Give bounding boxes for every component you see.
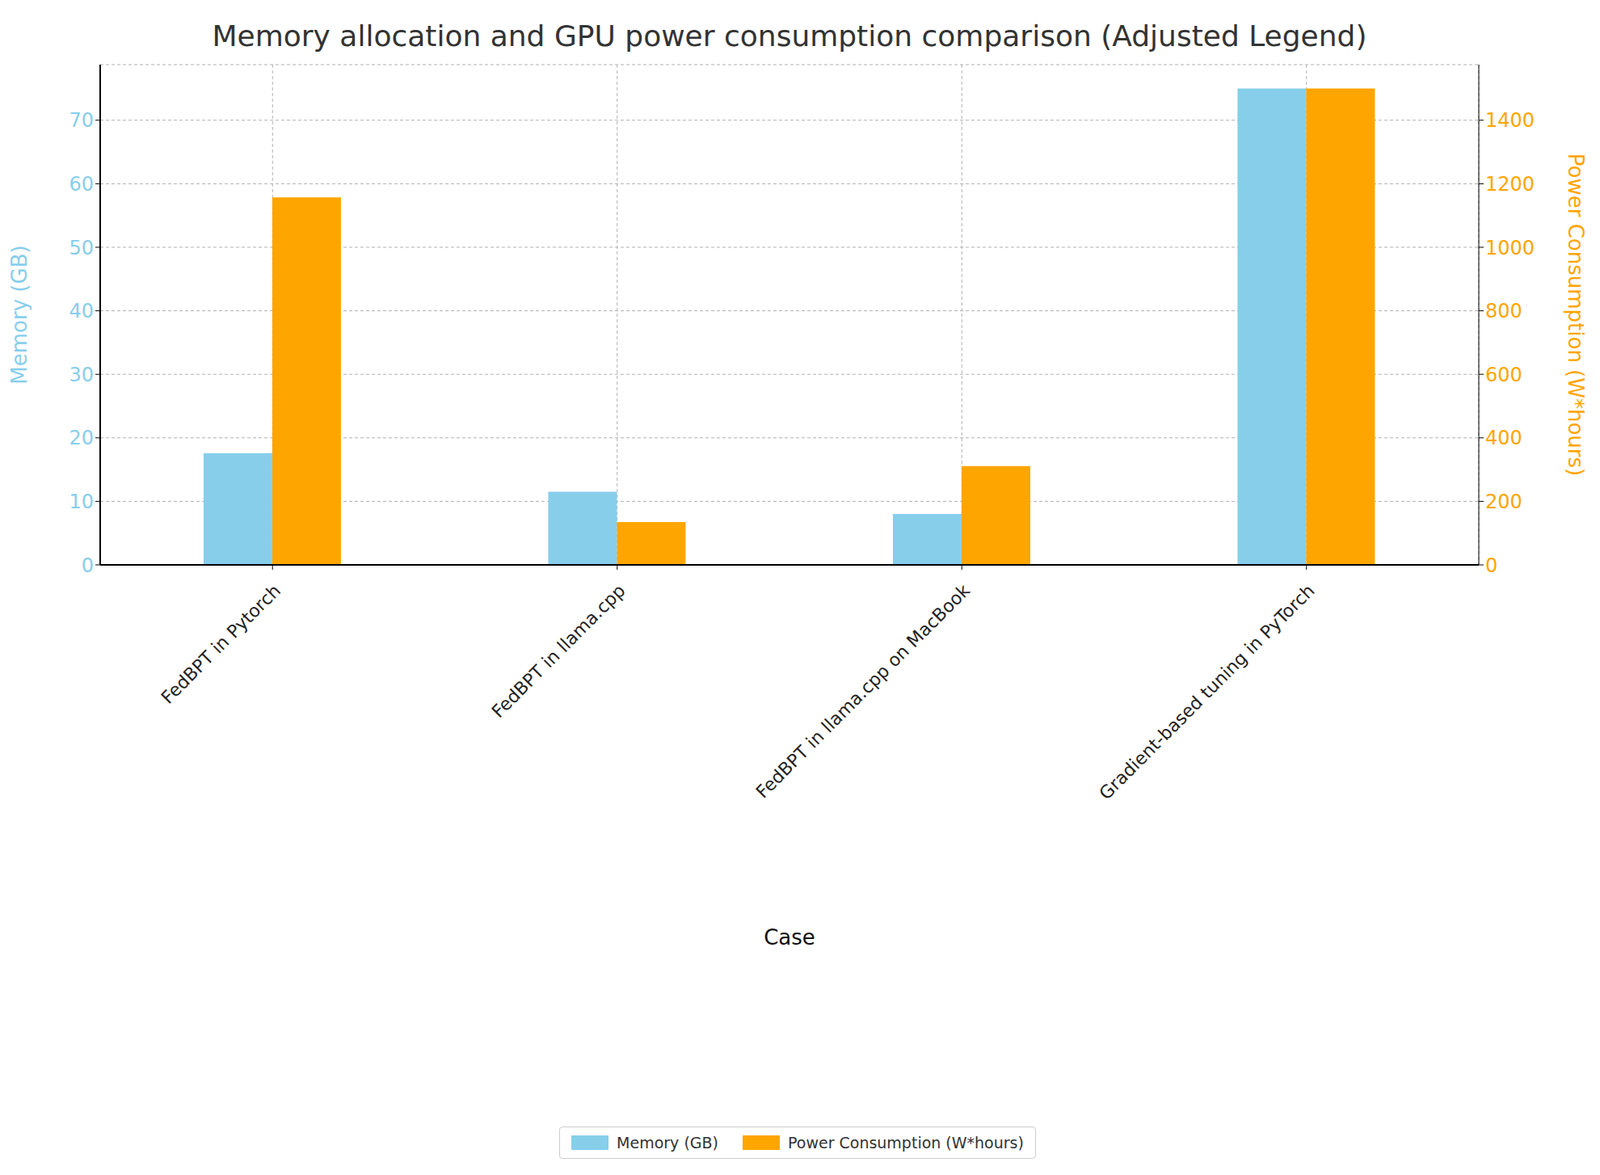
svg-text:200: 200	[1485, 490, 1523, 514]
svg-text:FedBPT in llama.cpp on MacBook: FedBPT in llama.cpp on MacBook	[752, 580, 975, 803]
svg-text:0: 0	[1485, 554, 1498, 577]
html-text:Memory (GB): Memory (GB)	[616, 1133, 719, 1152]
svg-text:1400: 1400	[1485, 109, 1535, 132]
svg-text:800: 800	[1485, 299, 1523, 323]
svg-text:1200: 1200	[1485, 172, 1535, 196]
svg-text:Memory (GB): Memory (GB)	[7, 244, 32, 384]
svg-text:FedBPT in llama.cpp: FedBPT in llama.cpp	[488, 580, 630, 722]
svg-text:60: 60	[68, 172, 94, 196]
svg-text:10: 10	[68, 490, 94, 514]
svg-text:400: 400	[1485, 426, 1523, 450]
svg-text:20: 20	[68, 426, 94, 450]
svg-text:0: 0	[81, 554, 94, 577]
html-text:Power Consumption (W*hours): Power Consumption (W*hours)	[787, 1133, 1024, 1152]
svg-text:Case: Case	[763, 925, 816, 950]
svg-text:40: 40	[68, 299, 94, 323]
svg-text:600: 600	[1485, 363, 1523, 387]
svg-text:FedBPT in Pytorch: FedBPT in Pytorch	[157, 580, 286, 708]
svg-text:70: 70	[68, 109, 94, 132]
svg-text:Power Consumption (W*hours): Power Consumption (W*hours)	[1563, 153, 1588, 476]
svg-text:30: 30	[68, 363, 94, 387]
svg-text:1000: 1000	[1485, 236, 1535, 260]
html-text:Memory allocation and GPU powe: Memory allocation and GPU power consumpt…	[212, 19, 1367, 53]
svg-text:Gradient-based tuning in PyTor: Gradient-based tuning in PyTorch	[1094, 580, 1318, 804]
svg-text:50: 50	[68, 236, 94, 260]
